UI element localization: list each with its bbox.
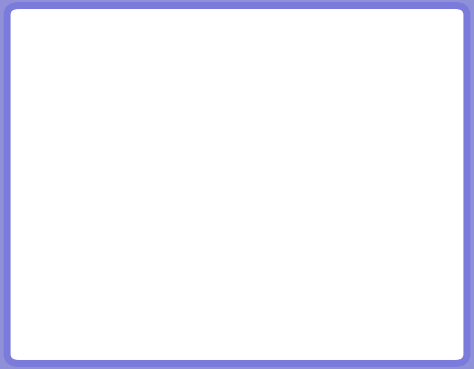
Text: S: S (132, 211, 147, 231)
Text: Hydrogen: Hydrogen (356, 252, 421, 265)
Text: teachoo: teachoo (389, 26, 450, 41)
Text: HYDROGEN SULPHIDE: HYDROGEN SULPHIDE (121, 86, 353, 106)
Text: H: H (221, 211, 238, 231)
Text: H: H (334, 205, 349, 223)
Text: S: S (382, 205, 395, 223)
Text: OR: OR (270, 213, 299, 230)
Text: Sulphide: Sulphide (360, 279, 418, 293)
Text: ELECTRON DOT STRUCTURE OF: ELECTRON DOT STRUCTURE OF (73, 49, 401, 69)
Text: Molecule: Molecule (359, 307, 419, 320)
Text: H: H (41, 211, 58, 231)
Text: H: H (428, 205, 444, 223)
